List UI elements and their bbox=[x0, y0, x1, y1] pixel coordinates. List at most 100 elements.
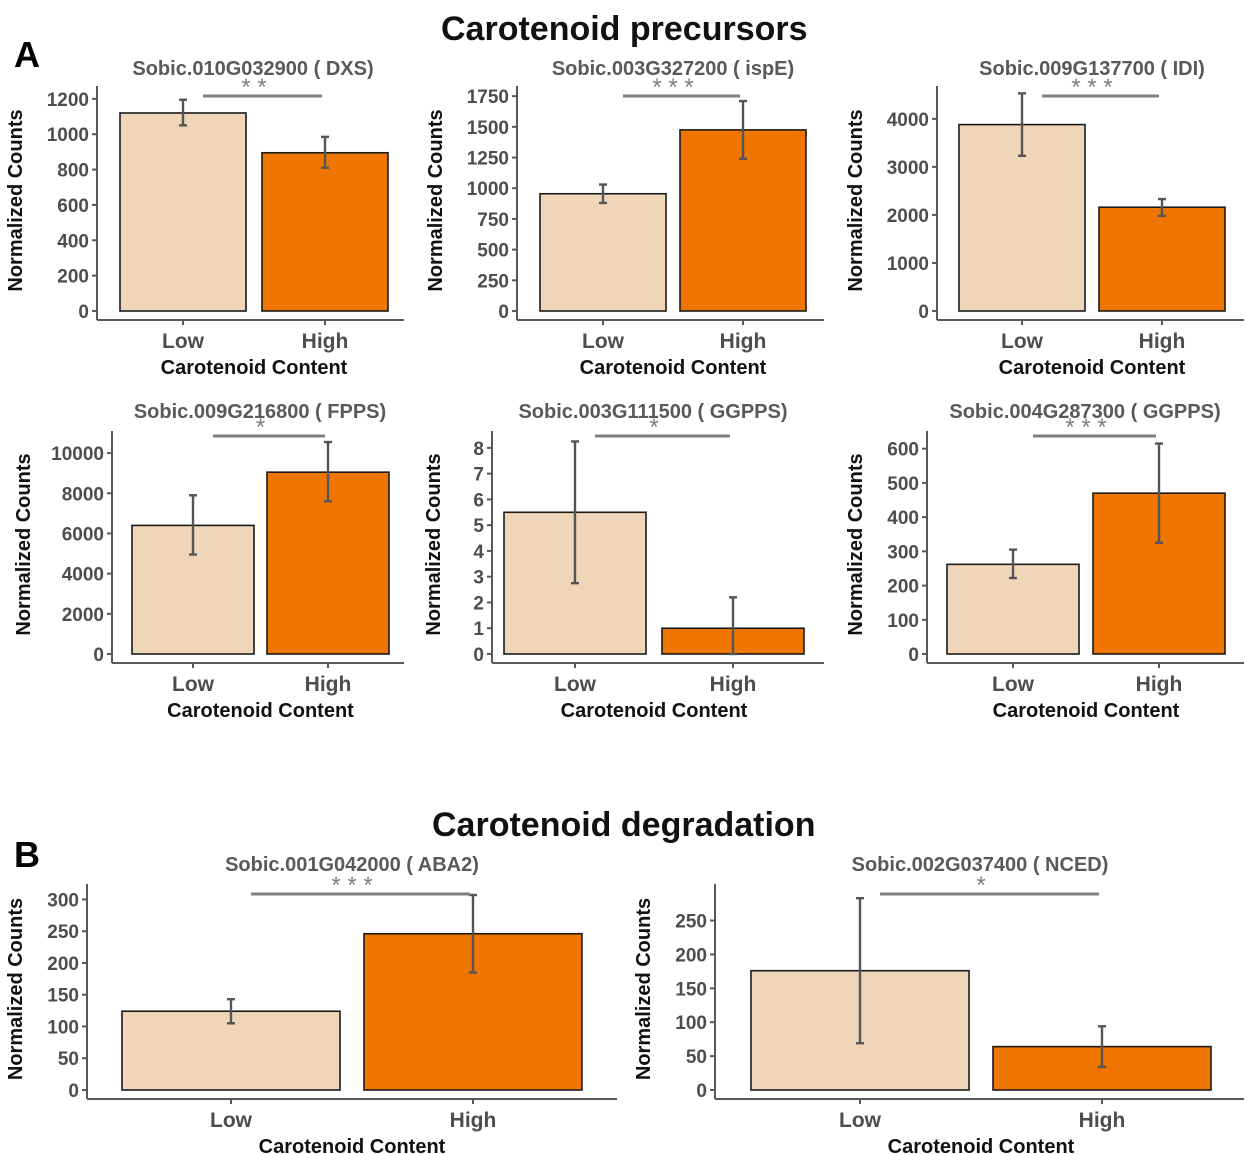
chart-4-y-tick-label: 2000 bbox=[62, 605, 104, 626]
chart-1-y-tick-label: 800 bbox=[57, 161, 89, 182]
chart-5-y-tick-label: 5 bbox=[473, 516, 484, 537]
chart-2-y-tick-label: 1500 bbox=[467, 118, 509, 139]
chart-7-x-axis-label: Carotenoid Content bbox=[259, 1136, 446, 1154]
chart-3-y-tick-label: 2000 bbox=[887, 206, 929, 227]
chart-4-y-tick-label: 4000 bbox=[62, 565, 104, 586]
chart-1-y-axis-label: Normalized Counts bbox=[5, 109, 27, 291]
chart-5-significance-label: * bbox=[649, 414, 658, 441]
section-b-title: Carotenoid degradation bbox=[432, 806, 816, 844]
chart-8-y-tick-label: 250 bbox=[675, 912, 707, 933]
chart-2-y-tick-label: 750 bbox=[477, 210, 509, 231]
chart-2-y-tick-label: 1750 bbox=[467, 87, 509, 108]
chart-2-title: Sobic.003G327200 ( ispE) bbox=[552, 58, 794, 80]
chart-2-x-axis-label: Carotenoid Content bbox=[580, 357, 767, 379]
chart-1-y-tick-label: 400 bbox=[57, 231, 89, 252]
chart-5-y-tick-label: 4 bbox=[473, 542, 484, 563]
chart-1-y-tick-label: 200 bbox=[57, 267, 89, 288]
chart-6-bar-low bbox=[946, 563, 1080, 655]
chart-5-y-tick-label: 1 bbox=[473, 619, 484, 640]
chart-2-x-tick-label: High bbox=[720, 330, 767, 353]
chart-7-y-axis-label: Normalized Counts bbox=[5, 898, 27, 1080]
chart-8-significance-label: * bbox=[976, 872, 985, 899]
chart-7-y-tick-label: 250 bbox=[47, 922, 79, 943]
chart-4-significance-label: * bbox=[256, 414, 265, 441]
chart-5-x-tick-label: High bbox=[710, 673, 757, 696]
chart-6-y-tick-label: 400 bbox=[887, 508, 919, 529]
chart-2-y-tick-label: 1000 bbox=[467, 179, 509, 200]
chart-1-y-tick-label: 1000 bbox=[47, 125, 89, 146]
chart-4-x-tick-label: Low bbox=[172, 673, 215, 696]
chart-5-y-tick-label: 2 bbox=[473, 593, 484, 614]
chart-1-bar-low bbox=[119, 112, 247, 312]
chart-6-y-tick-label: 0 bbox=[908, 645, 919, 666]
chart-5-x-tick-label: Low bbox=[554, 673, 597, 696]
chart-1-y-tick-label: 0 bbox=[78, 302, 89, 323]
chart-7-x-tick-label: Low bbox=[210, 1109, 253, 1132]
chart-2-bar-high bbox=[679, 129, 807, 312]
section-a-title: Carotenoid precursors bbox=[441, 10, 808, 48]
chart-4-y-tick-label: 10000 bbox=[51, 444, 104, 465]
chart-3-significance-label: * * * bbox=[1071, 74, 1112, 101]
chart-4-x-axis-label: Carotenoid Content bbox=[167, 700, 354, 722]
chart-8-x-axis-label: Carotenoid Content bbox=[888, 1136, 1075, 1154]
chart-3-x-axis-label: Carotenoid Content bbox=[999, 357, 1186, 379]
chart-8-x-tick-label: High bbox=[1079, 1109, 1126, 1132]
chart-5-y-tick-label: 0 bbox=[473, 645, 484, 666]
chart-1-y-tick-label: 600 bbox=[57, 196, 89, 217]
chart-8-x-tick-label: Low bbox=[839, 1109, 882, 1132]
chart-6-title: Sobic.004G287300 ( GGPPS) bbox=[949, 401, 1220, 423]
chart-8-y-tick-label: 200 bbox=[675, 945, 707, 966]
chart-8-y-tick-label: 50 bbox=[686, 1047, 707, 1068]
chart-2-y-tick-label: 1250 bbox=[467, 149, 509, 170]
chart-8-y-tick-label: 150 bbox=[675, 979, 707, 1000]
chart-3-y-tick-label: 4000 bbox=[887, 110, 929, 131]
chart-5-y-tick-label: 6 bbox=[473, 490, 484, 511]
chart-5-y-tick-label: 8 bbox=[473, 439, 484, 460]
chart-8-y-tick-label: 100 bbox=[675, 1013, 707, 1034]
chart-2-y-tick-label: 250 bbox=[477, 271, 509, 292]
chart-8-title: Sobic.002G037400 ( NCED) bbox=[852, 854, 1109, 876]
chart-8-y-axis-label: Normalized Counts bbox=[633, 898, 655, 1080]
chart-6-significance-label: * * * bbox=[1065, 414, 1106, 441]
chart-6-x-axis-label: Carotenoid Content bbox=[993, 700, 1180, 722]
chart-7-y-tick-label: 0 bbox=[68, 1081, 79, 1102]
chart-2-y-tick-label: 0 bbox=[498, 302, 509, 323]
chart-2-y-axis-label: Normalized Counts bbox=[425, 109, 447, 291]
chart-7-y-tick-label: 150 bbox=[47, 986, 79, 1007]
chart-7-x-tick-label: High bbox=[450, 1109, 497, 1132]
chart-2-x-tick-label: Low bbox=[582, 330, 625, 353]
chart-4-y-axis-label: Normalized Counts bbox=[13, 453, 35, 635]
chart-4-y-tick-label: 6000 bbox=[62, 524, 104, 545]
chart-3-x-tick-label: Low bbox=[1001, 330, 1044, 353]
chart-6-y-tick-label: 500 bbox=[887, 474, 919, 495]
chart-4-x-tick-label: High bbox=[305, 673, 352, 696]
chart-8-y-tick-label: 0 bbox=[696, 1081, 707, 1102]
chart-6-x-tick-label: High bbox=[1136, 673, 1183, 696]
chart-1-title: Sobic.010G032900 ( DXS) bbox=[132, 58, 373, 80]
chart-7-y-tick-label: 100 bbox=[47, 1017, 79, 1038]
chart-5-y-tick-label: 7 bbox=[473, 465, 484, 486]
chart-3-x-tick-label: High bbox=[1139, 330, 1186, 353]
chart-5-title: Sobic.003G111500 ( GGPPS) bbox=[518, 401, 787, 423]
chart-4-title: Sobic.009G216800 ( FPPS) bbox=[134, 401, 386, 423]
chart-7-significance-label: * * * bbox=[331, 872, 372, 899]
panel-letter-a: A bbox=[14, 34, 40, 75]
chart-4-y-tick-label: 0 bbox=[93, 645, 104, 666]
chart-6-x-tick-label: Low bbox=[992, 673, 1035, 696]
chart-7-y-tick-label: 50 bbox=[58, 1049, 79, 1070]
chart-3-y-axis-label: Normalized Counts bbox=[845, 109, 867, 291]
chart-5-y-axis-label: Normalized Counts bbox=[423, 453, 445, 635]
chart-1-x-tick-label: High bbox=[302, 330, 349, 353]
chart-6-y-tick-label: 200 bbox=[887, 577, 919, 598]
chart-5-x-axis-label: Carotenoid Content bbox=[561, 700, 748, 722]
chart-3-y-tick-label: 3000 bbox=[887, 158, 929, 179]
panel-letter-b: B bbox=[14, 834, 40, 875]
chart-3-title: Sobic.009G137700 ( IDI) bbox=[979, 58, 1205, 80]
chart-6-y-tick-label: 300 bbox=[887, 542, 919, 563]
chart-3-bar-high bbox=[1098, 206, 1226, 312]
chart-1-y-tick-label: 1200 bbox=[47, 90, 89, 111]
chart-6-y-tick-label: 100 bbox=[887, 611, 919, 632]
chart-2-y-tick-label: 500 bbox=[477, 241, 509, 262]
chart-1-x-axis-label: Carotenoid Content bbox=[161, 357, 348, 379]
chart-1-x-tick-label: Low bbox=[162, 330, 205, 353]
